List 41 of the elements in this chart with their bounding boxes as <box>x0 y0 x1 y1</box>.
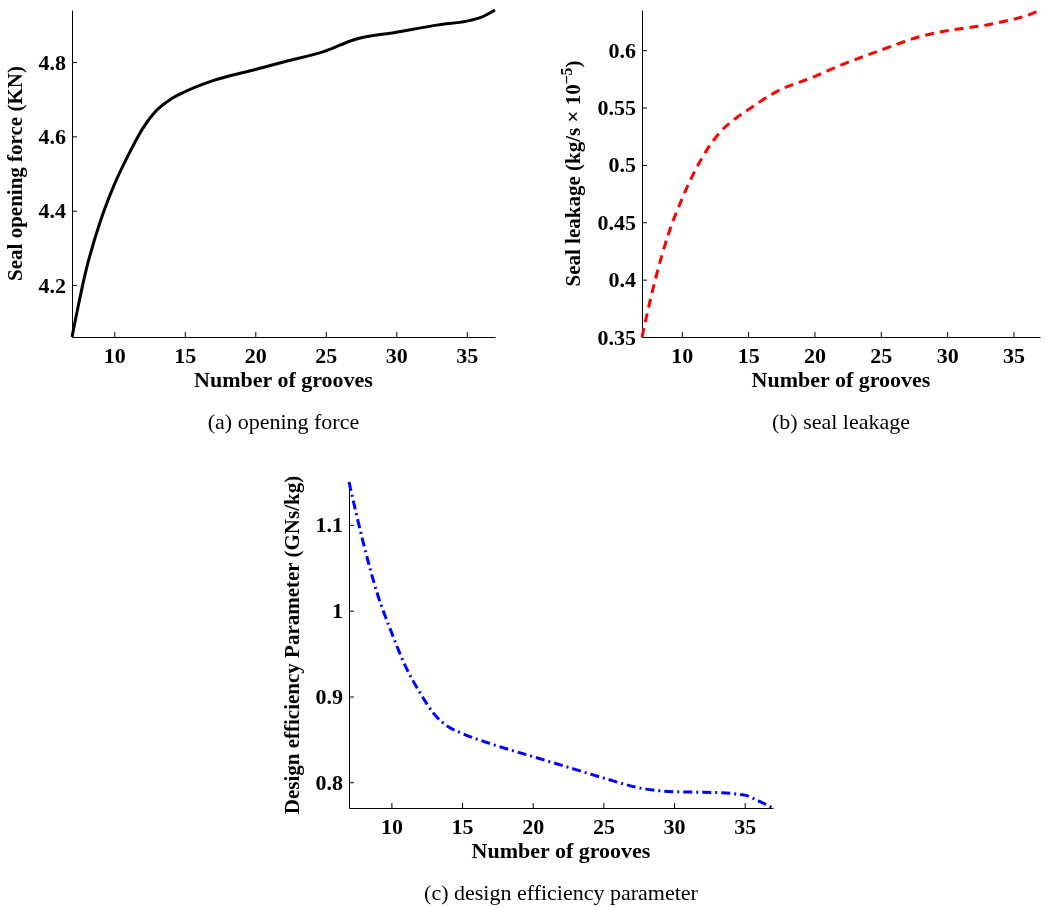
x-tick-label: 20 <box>244 342 267 368</box>
x-tick-label: 35 <box>456 342 479 368</box>
x-axis-title: Number of grooves <box>471 838 651 863</box>
y-tick-label: 4.2 <box>38 272 66 298</box>
x-tick-label: 15 <box>174 342 197 368</box>
text: (a) opening force <box>207 409 360 434</box>
y-tick-label: 0.8 <box>315 769 343 795</box>
x-tick-label: 30 <box>663 813 686 839</box>
y-axis-title: Seal opening force (KN) <box>3 66 27 281</box>
x-tick-label: 10 <box>380 813 403 839</box>
y-tick-label: 0.4 <box>608 267 636 293</box>
line-series <box>347 480 775 810</box>
y-tick-label: 0.9 <box>315 684 343 710</box>
y-tick-label: 0.55 <box>597 95 636 121</box>
y-tick-label: 0.35 <box>597 324 636 350</box>
y-tick-label: 4.8 <box>38 49 66 75</box>
y-tick-label: 0.45 <box>597 209 636 235</box>
x-tick-label: 25 <box>870 342 893 368</box>
x-tick-label: 30 <box>936 342 959 368</box>
text: (c) design efficiency parameter <box>424 880 699 905</box>
y-axis-title: Design efficiency Parameter (GNs/kg) <box>280 475 304 815</box>
x-tick-label: 10 <box>671 342 694 368</box>
x-axis-title: Number of grooves <box>751 367 931 392</box>
x-tick-label: 35 <box>734 813 757 839</box>
y-tick-label: 0.6 <box>608 37 636 63</box>
text: (b) seal leakage <box>771 409 911 434</box>
y-tick-label: 1 <box>332 598 343 624</box>
y-tick-label: 4.4 <box>38 198 66 224</box>
x-tick-label: 30 <box>385 342 408 368</box>
x-tick-label: 20 <box>522 813 545 839</box>
x-tick-label: 10 <box>103 342 126 368</box>
y-tick-label: 1.1 <box>315 512 343 538</box>
x-tick-label: 20 <box>803 342 826 368</box>
x-axis-title: Number of grooves <box>194 367 374 392</box>
y-tick-label: 0.5 <box>608 152 636 178</box>
x-tick-label: 15 <box>737 342 760 368</box>
x-tick-label: 15 <box>451 813 474 839</box>
y-tick-label: 4.6 <box>38 123 66 149</box>
x-tick-label: 25 <box>592 813 615 839</box>
x-tick-label: 25 <box>315 342 338 368</box>
x-tick-label: 35 <box>1002 342 1025 368</box>
